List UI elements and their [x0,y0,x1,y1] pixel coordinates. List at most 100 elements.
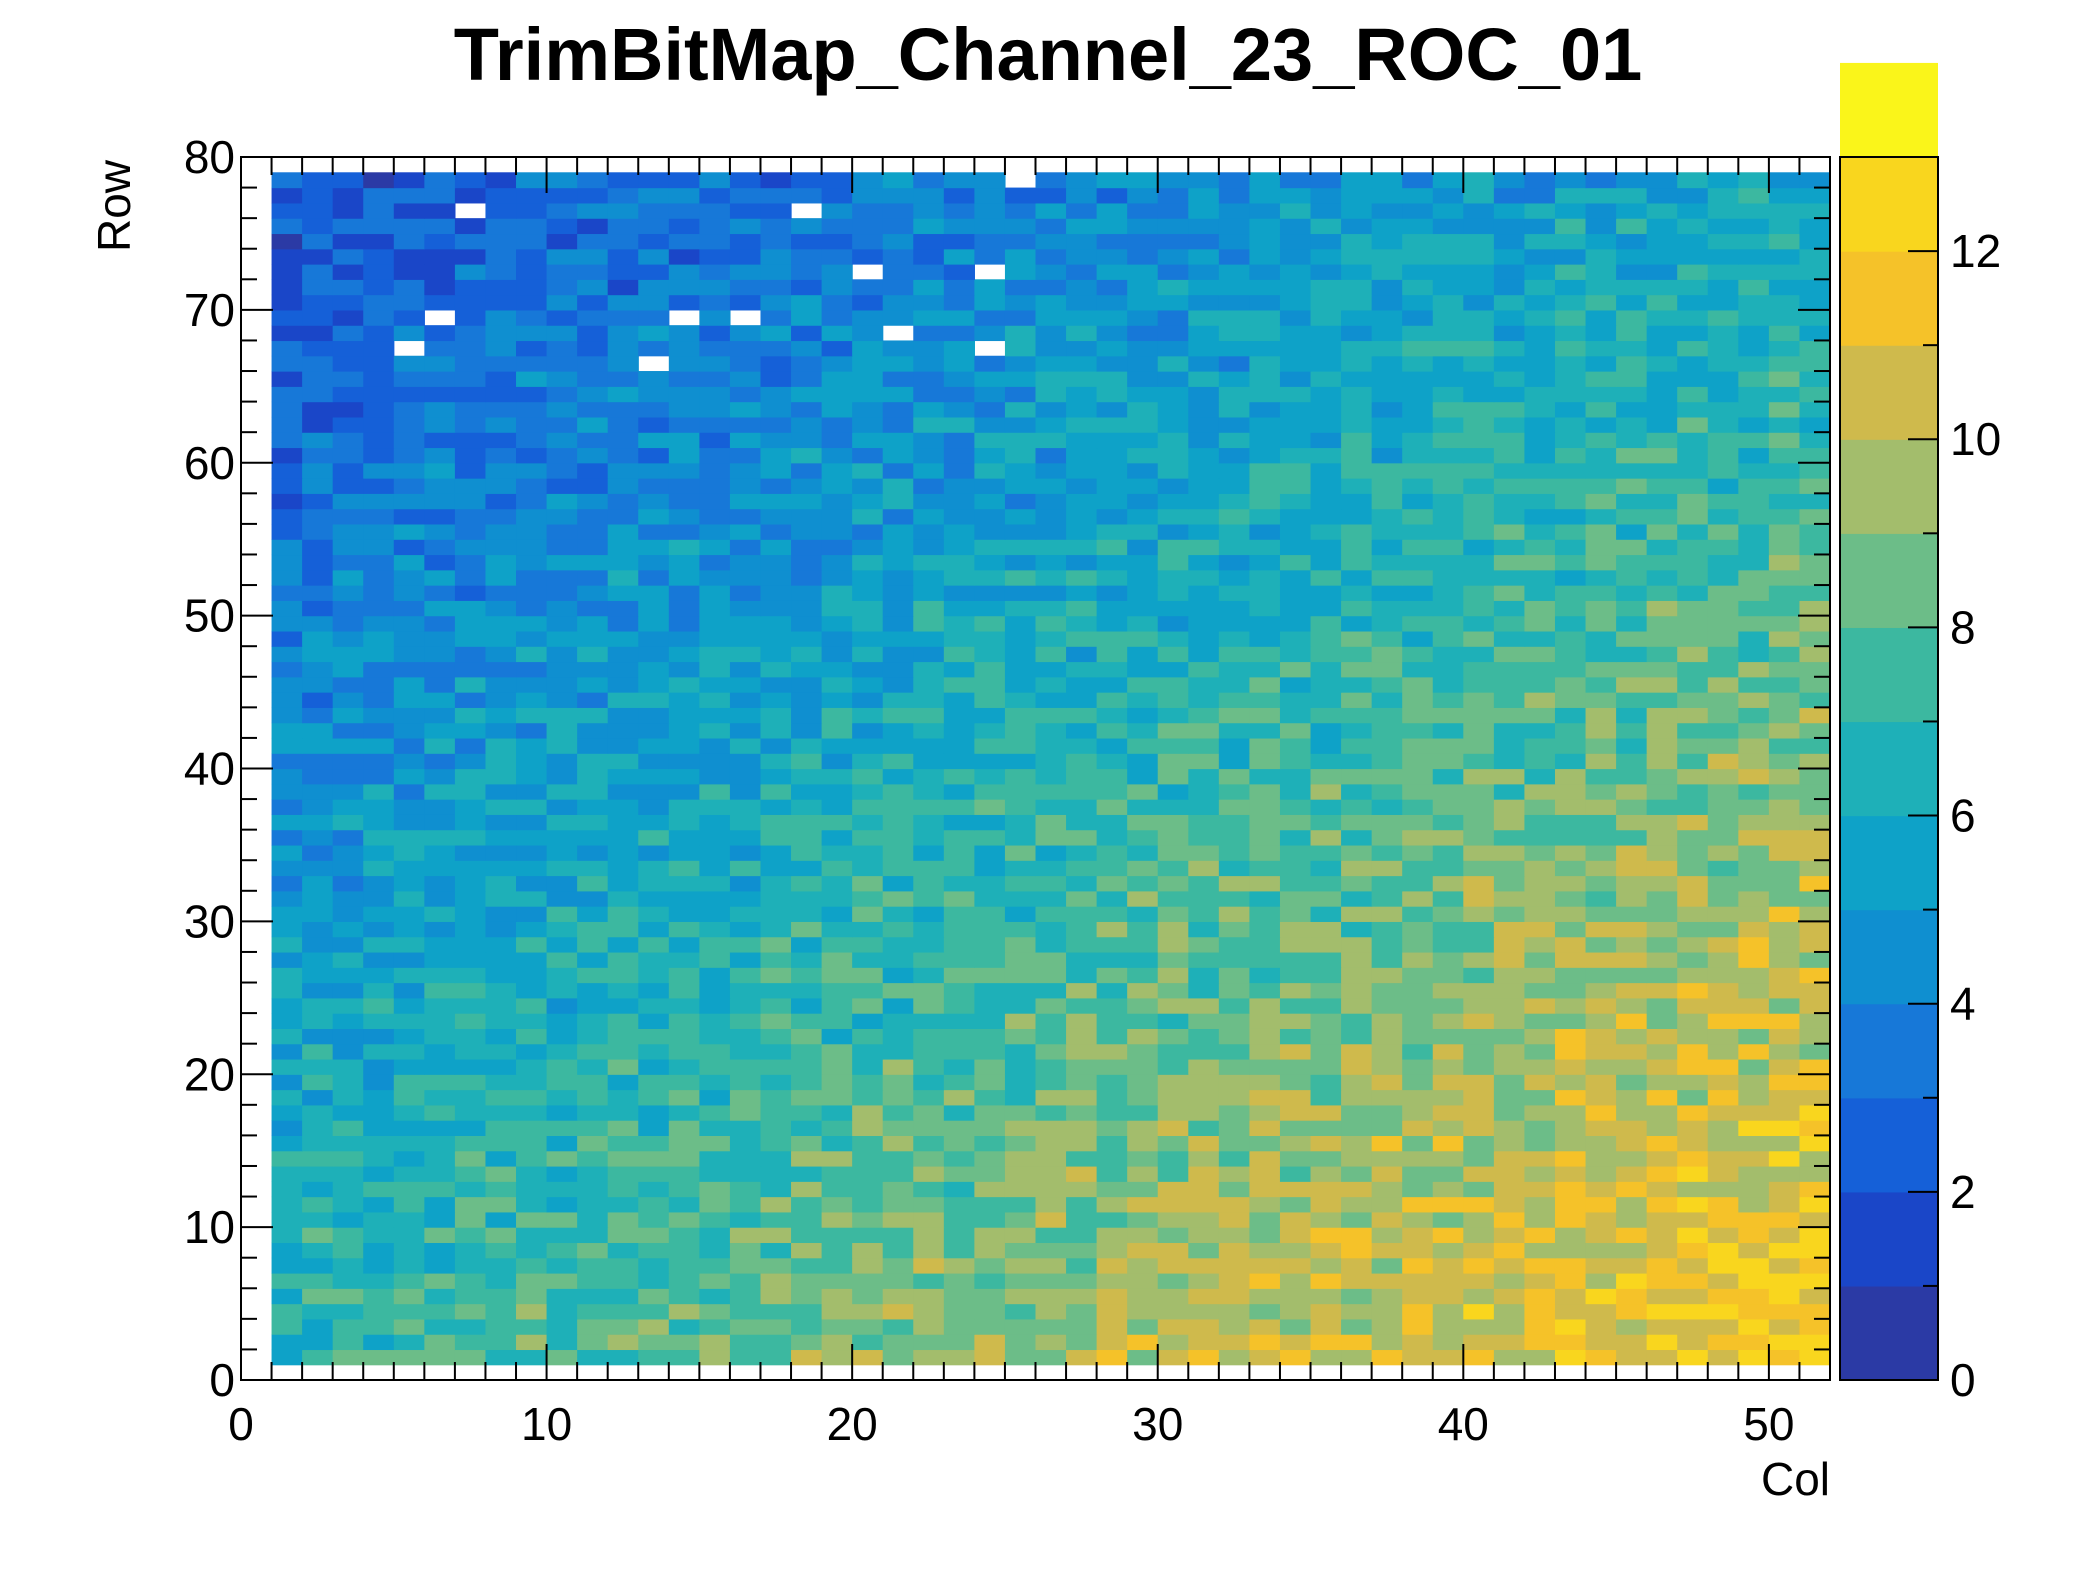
heatmap-cell [516,875,548,892]
heatmap-cell [393,860,425,877]
heatmap-cell [852,1150,884,1167]
heatmap-cell [271,844,303,861]
heatmap-cell [1341,1013,1373,1029]
heatmap-cell [1585,737,1617,754]
heatmap-cell [363,447,395,464]
heatmap-cell [1463,737,1495,754]
heatmap-cell [821,646,853,663]
heatmap-cell [546,844,578,861]
heatmap-cell [1218,692,1251,708]
heatmap-cell [1127,829,1159,846]
heatmap-cell [1463,1349,1495,1366]
heatmap-cell [1127,1089,1159,1106]
heatmap-cell [1646,1196,1678,1213]
heatmap-cell [1157,646,1189,663]
heatmap-cell [363,646,395,663]
heatmap-cell [1218,844,1251,861]
heatmap-cell [332,554,364,571]
heatmap-cell [1371,1334,1403,1351]
heatmap-cell [1249,539,1281,556]
heatmap-cell [699,722,731,739]
heatmap-cell [1554,1074,1587,1091]
heatmap-cell [668,493,700,510]
heatmap-cell [1279,187,1312,204]
heatmap-cell [1524,1349,1556,1366]
heatmap-cell [485,676,517,693]
heatmap-cell [546,1120,578,1136]
heatmap-cell [699,1288,731,1305]
heatmap-cell [1218,355,1251,372]
heatmap-cell [271,1272,303,1289]
heatmap-cell [729,829,762,846]
heatmap-cell [607,325,639,342]
heatmap-cell [516,707,548,724]
heatmap-cell [1646,554,1678,571]
heatmap-cell [638,1227,670,1244]
heatmap-cell [1616,386,1648,403]
heatmap-cell [1249,676,1281,693]
heatmap-cell [1127,844,1159,861]
heatmap-cell [1371,1043,1403,1060]
heatmap-cell [1707,768,1739,785]
heatmap-cell [943,1211,975,1228]
heatmap-cell [485,951,517,968]
heatmap-cell [1371,1196,1403,1213]
heatmap-cell [1799,187,1831,204]
heatmap-cell [760,844,792,861]
heatmap-cell [485,737,517,754]
heatmap-cell [1218,860,1251,877]
heatmap-cell [1096,355,1128,372]
heatmap-cell [943,309,975,326]
heatmap-cell [271,371,303,387]
heatmap-cell [974,1165,1006,1182]
heatmap-cell [1004,371,1037,387]
heatmap-cell [791,1334,823,1351]
heatmap-cell [638,707,670,724]
heatmap-cell [332,1028,364,1045]
heatmap-cell [638,1120,670,1136]
heatmap-cell [1402,753,1434,770]
heatmap-cell [1768,233,1801,250]
heatmap-cell [729,1043,762,1060]
heatmap-cell [1493,1135,1526,1152]
heatmap-cell [729,371,762,387]
heatmap-cell [271,340,303,357]
heatmap-cell [974,906,1006,922]
heatmap-cell [1310,1089,1342,1106]
heatmap-cell [1218,1104,1251,1121]
heatmap-cell [1096,248,1128,265]
heatmap-cell [363,218,395,235]
heatmap-cell [791,539,823,556]
heatmap-cell [760,600,792,617]
heatmap-cell [974,478,1006,494]
heatmap-cell [1402,1089,1434,1106]
heatmap-cell [1554,753,1587,770]
heatmap-cell [974,325,1006,342]
heatmap-cell [1799,875,1831,892]
heatmap-cell [1157,1120,1189,1136]
heatmap-cell [1707,753,1739,770]
heatmap-cell [729,1288,762,1305]
heatmap-cell [791,1196,823,1213]
heatmap-cell [271,768,303,785]
heatmap-cell [638,416,670,433]
heatmap-cell [1249,921,1281,938]
heatmap-cell [1157,1074,1189,1091]
heatmap-cell [1341,1165,1373,1182]
heatmap-cell [1218,1303,1251,1320]
heatmap-cell [1554,783,1587,800]
heatmap-cell [760,1303,792,1320]
heatmap-cell [852,401,884,418]
heatmap-cell [1341,1349,1373,1366]
heatmap-cell [1249,982,1281,999]
heatmap-cell [393,997,425,1014]
heatmap-cell [882,1104,914,1121]
heatmap-cell [821,432,853,449]
heatmap-cell [1249,1074,1281,1091]
heatmap-cell [1249,615,1281,632]
heatmap-cell [852,615,884,632]
heatmap-cell [760,569,792,586]
heatmap-cell [1768,646,1801,663]
heatmap-cell [1402,416,1434,433]
heatmap-cell [454,860,487,877]
